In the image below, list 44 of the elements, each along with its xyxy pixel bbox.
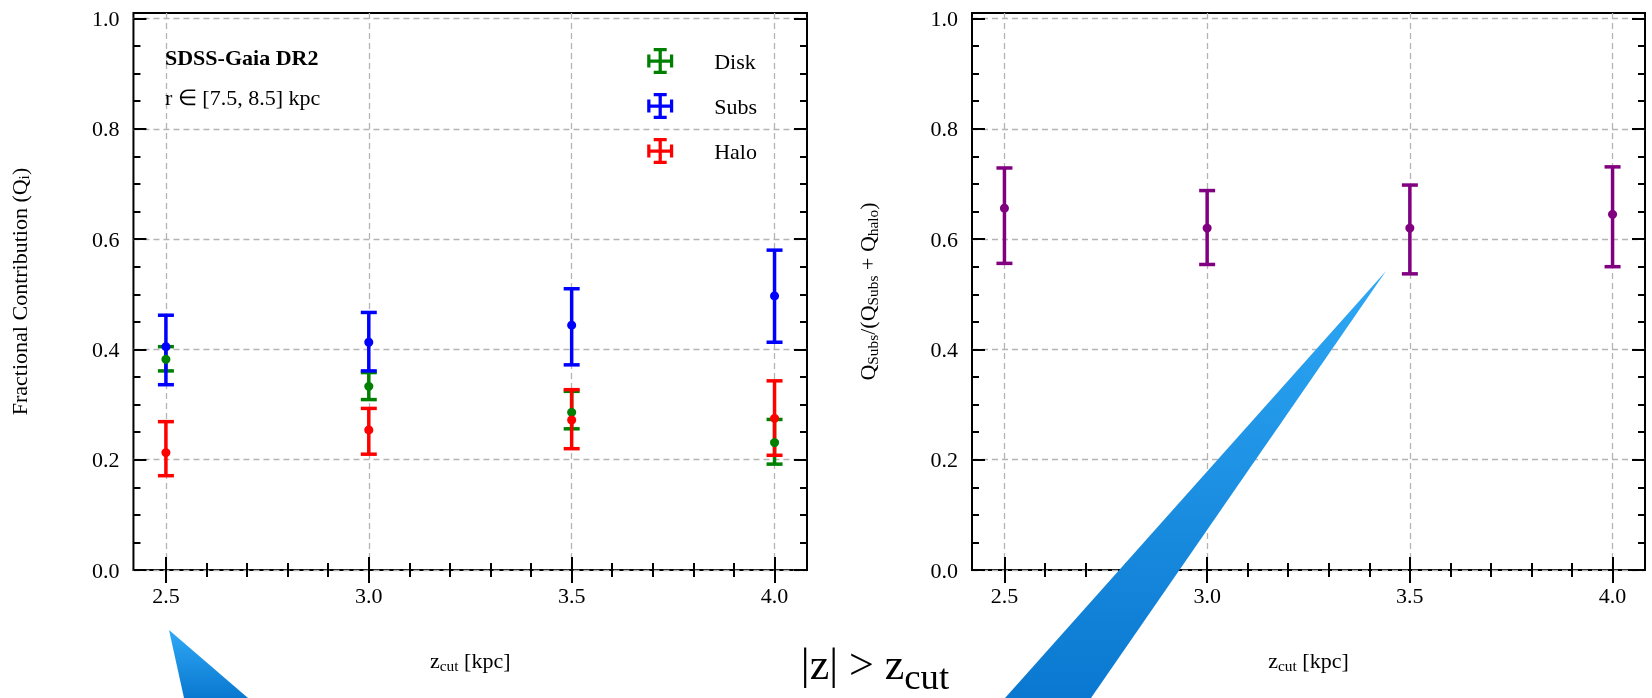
y-tick-label: 0.4 xyxy=(930,336,958,362)
point xyxy=(567,320,577,330)
y-tick-label: 0.4 xyxy=(91,336,120,362)
x-tick-label: 2.5 xyxy=(152,582,180,608)
point xyxy=(567,415,577,425)
point xyxy=(364,425,374,435)
point xyxy=(770,438,780,448)
point xyxy=(770,291,780,301)
annotation: r ∈ [7.5, 8.5] kpc xyxy=(165,84,321,110)
annotation: SDSS-Gaia DR2 xyxy=(165,44,319,70)
x-tick-label: 2.5 xyxy=(990,582,1019,608)
y-tick-label: 0.0 xyxy=(930,557,958,583)
x-tick-label: 3.0 xyxy=(355,582,383,608)
legend-label: Halo xyxy=(714,138,757,164)
point xyxy=(1202,223,1212,233)
y-tick-label: 1.0 xyxy=(930,6,958,32)
point xyxy=(999,203,1009,213)
y-tick-label: 0.8 xyxy=(91,116,120,142)
point xyxy=(364,337,374,347)
x-tick-label: 3.0 xyxy=(1193,582,1221,608)
point xyxy=(1608,209,1618,219)
y-axis-title: Fractional Contribution (Qi) xyxy=(6,167,33,416)
y-tick-label: 0.6 xyxy=(930,226,958,252)
x-tick-label: 3.5 xyxy=(557,582,586,608)
legend-label: Subs xyxy=(714,93,757,119)
point xyxy=(161,354,171,364)
text: |z| > z$_{cut}$ xyxy=(799,640,951,698)
x-tick-label: 4.0 xyxy=(1598,582,1627,608)
point xyxy=(161,448,171,458)
y-tick-label: 0.2 xyxy=(930,447,958,473)
y-tick-label: 0.0 xyxy=(91,557,120,583)
y-tick-label: 0.6 xyxy=(91,226,120,252)
x-tick-label: 3.5 xyxy=(1396,582,1424,608)
point xyxy=(161,342,171,352)
x-tick-label: 4.0 xyxy=(760,582,789,608)
y-axis-title: QSubs/(QSubs + Qhalo) xyxy=(855,202,881,381)
point xyxy=(770,413,780,423)
y-tick-label: 0.2 xyxy=(91,447,120,473)
point xyxy=(1405,223,1415,233)
y-tick-label: 1.0 xyxy=(91,6,120,32)
point xyxy=(364,381,374,391)
y-tick-label: 0.8 xyxy=(930,116,958,142)
legend-label: Disk xyxy=(714,48,756,74)
point xyxy=(567,407,577,417)
